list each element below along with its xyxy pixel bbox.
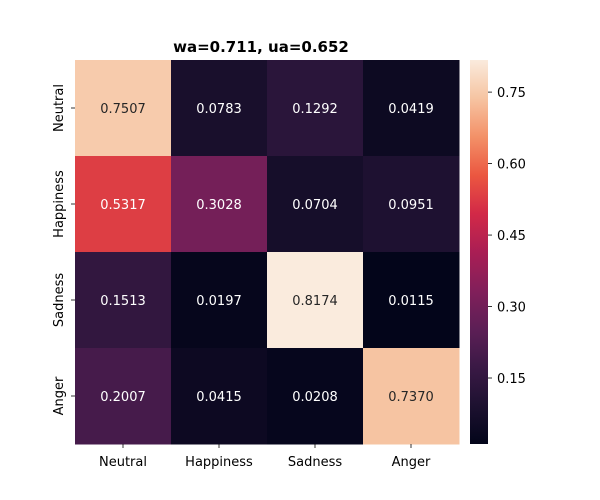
- heatmap-cell: [363, 156, 460, 253]
- x-tick-label: Anger: [392, 455, 431, 470]
- cell-value-label: 0.7507: [100, 102, 146, 117]
- cell-value-label: 0.0197: [196, 294, 242, 309]
- y-tick-label: Sadness: [52, 273, 67, 327]
- heatmap-cell: [75, 252, 172, 349]
- x-axis: Neutral Happiness Sadness Anger: [99, 444, 431, 470]
- cell-value-label: 0.8174: [292, 294, 338, 309]
- x-tick-label: Happiness: [185, 455, 253, 470]
- cell-value-label: 0.0208: [292, 390, 338, 405]
- colorbar-gradient: [470, 60, 488, 444]
- cell-value-label: 0.0419: [388, 102, 434, 117]
- cell-value-label: 0.1292: [292, 102, 338, 117]
- heatmap-cell: [267, 252, 364, 349]
- heatmap-cell-labels: 0.7507 0.0783 0.1292 0.0419 0.5317 0.3028 0.07…: [100, 102, 434, 405]
- y-tick-label: Neutral: [52, 84, 67, 132]
- colorbar-tick-label: 0.60: [497, 158, 526, 173]
- colorbar: 0.15 0.30 0.45 0.60 0.75: [470, 60, 526, 444]
- cell-value-label: 0.1513: [100, 294, 146, 309]
- cell-value-label: 0.0115: [388, 294, 434, 309]
- colorbar-tick-label: 0.45: [497, 229, 526, 244]
- heatmap-cell: [171, 156, 268, 253]
- heatmap-cell: [171, 60, 268, 157]
- heatmap-cell: [171, 252, 268, 349]
- cell-value-label: 0.7370: [388, 390, 434, 405]
- cell-value-label: 0.5317: [100, 198, 146, 213]
- heatmap-cell: [267, 60, 364, 157]
- colorbar-tick-label: 0.15: [497, 372, 526, 387]
- x-tick-label: Sadness: [288, 455, 342, 470]
- y-tick-label: Anger: [52, 376, 67, 415]
- y-tick-label: Happiness: [52, 170, 67, 238]
- heatmap-cell: [171, 348, 268, 445]
- colorbar-tick-label: 0.75: [497, 86, 526, 101]
- heatmap-cell: [75, 156, 172, 253]
- cell-value-label: 0.2007: [100, 390, 146, 405]
- heatmap-cell: [363, 252, 460, 349]
- cell-value-label: 0.0951: [388, 198, 434, 213]
- cell-value-label: 0.0415: [196, 390, 242, 405]
- colorbar-tick-label: 0.30: [497, 301, 526, 316]
- heatmap-cell: [75, 60, 172, 157]
- chart-title: wa=0.711, ua=0.652: [173, 38, 349, 56]
- heatmap-cell: [363, 60, 460, 157]
- heatmap-cell: [267, 348, 364, 445]
- cell-value-label: 0.3028: [196, 198, 242, 213]
- cell-value-label: 0.0783: [196, 102, 242, 117]
- cell-value-label: 0.0704: [292, 198, 338, 213]
- heatmap-cell: [363, 348, 460, 445]
- y-axis: Neutral Happiness Sadness Anger: [52, 84, 75, 415]
- heatmap-cells: [75, 60, 460, 445]
- heatmap-cell: [267, 156, 364, 253]
- x-tick-label: Neutral: [99, 455, 147, 470]
- heatmap-cell: [75, 348, 172, 445]
